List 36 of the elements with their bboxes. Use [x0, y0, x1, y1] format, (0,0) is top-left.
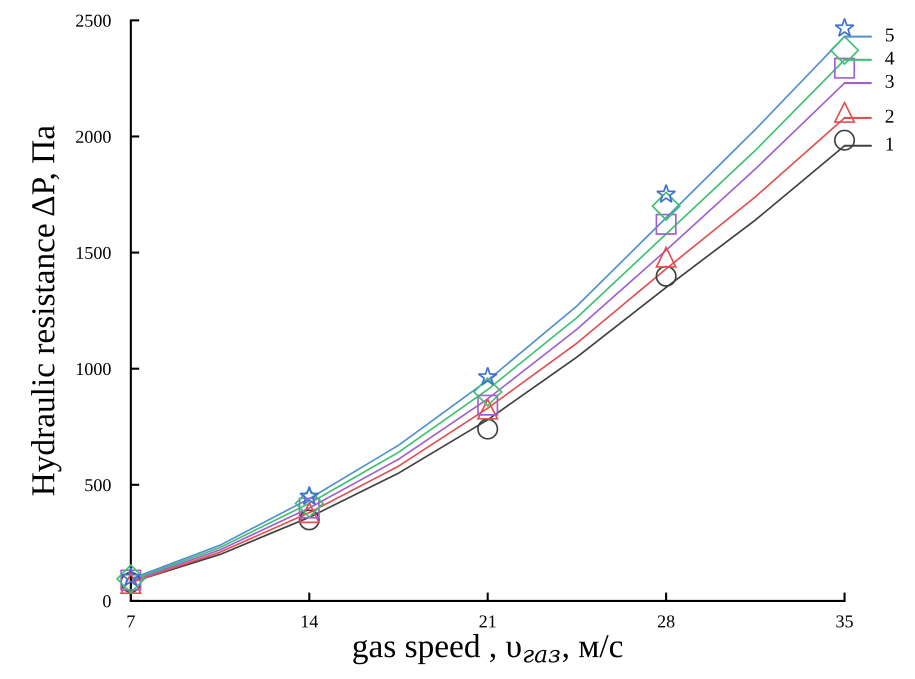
point: [830, 36, 860, 65]
point: [834, 58, 856, 79]
point: [294, 488, 324, 518]
legend-label: 1: [886, 138, 894, 150]
x-tick-label: 28: [658, 615, 674, 628]
x-tick-label: 7: [128, 616, 135, 628]
point: [298, 509, 320, 530]
x-axis-title: gas speed , υ$_{газ}$, м/с: [353, 634, 622, 664]
point: [656, 266, 677, 287]
x-tick-label: 35: [836, 615, 853, 628]
y-tick-label: 500: [85, 479, 111, 492]
point: [656, 184, 676, 203]
point: [656, 246, 677, 268]
y-tick-label: 1500: [76, 246, 111, 260]
y-tick-label: 1000: [76, 362, 111, 376]
y-tick-label: 2000: [76, 130, 111, 143]
point: [834, 18, 855, 37]
point: [656, 214, 677, 235]
point: [652, 192, 681, 221]
x-tick-label: 14: [302, 615, 318, 628]
legend-label: 4: [885, 52, 894, 65]
point: [477, 418, 498, 440]
point: [477, 394, 498, 416]
y-tick-label: 2500: [76, 14, 111, 27]
point: [834, 130, 856, 151]
x-tick-label: 21: [479, 615, 496, 628]
point: [478, 366, 498, 386]
legend-label: 2: [886, 110, 894, 123]
point: [116, 564, 146, 594]
legend-label: 5: [886, 28, 894, 42]
point: [473, 377, 502, 407]
y-tick-label: 0: [103, 595, 111, 608]
point: [477, 398, 498, 420]
point: [834, 102, 856, 123]
y-axis-title: Hydraulic resistance ΔP, Па: [31, 125, 62, 496]
legend-label: 3: [886, 74, 894, 88]
